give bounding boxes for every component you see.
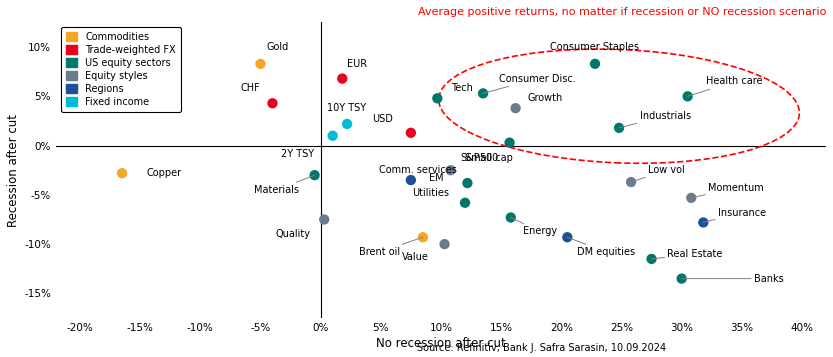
Point	[625, 179, 638, 185]
Point	[685, 195, 698, 201]
Text: Insurance: Insurance	[703, 207, 766, 222]
Point	[431, 95, 444, 101]
Point	[675, 276, 688, 281]
Text: Consumer Disc.: Consumer Disc.	[483, 74, 576, 94]
Point	[681, 94, 695, 99]
Point	[444, 167, 457, 173]
Text: CHF: CHF	[241, 84, 261, 94]
Y-axis label: Recession after cut: Recession after cut	[7, 114, 20, 227]
Point	[416, 235, 430, 240]
Point	[116, 170, 129, 176]
Text: Brent oil: Brent oil	[359, 237, 423, 257]
Text: Materials: Materials	[254, 175, 315, 195]
Text: Consumer Staples: Consumer Staples	[551, 42, 640, 52]
Text: Momentum: Momentum	[691, 183, 764, 198]
Text: Health care: Health care	[688, 76, 762, 96]
Legend: Commodities, Trade-weighted FX, US equity sectors, Equity styles, Regions, Fixed: Commodities, Trade-weighted FX, US equit…	[61, 27, 181, 112]
Text: DM equities: DM equities	[567, 237, 635, 257]
Text: Growth: Growth	[527, 93, 563, 103]
Point	[308, 172, 322, 178]
Text: Low vol: Low vol	[631, 165, 685, 182]
Point	[341, 121, 354, 127]
Point	[317, 217, 331, 222]
Text: 10Y TSY: 10Y TSY	[327, 103, 366, 113]
Point	[266, 100, 279, 106]
Point	[612, 125, 626, 131]
Point	[404, 177, 417, 183]
Text: Banks: Banks	[681, 273, 784, 283]
Text: Utilities: Utilities	[412, 188, 449, 198]
Text: Real Estate: Real Estate	[651, 249, 722, 259]
Point	[254, 61, 267, 67]
Text: Energy: Energy	[511, 217, 557, 236]
Text: Copper: Copper	[146, 168, 182, 178]
Point	[326, 133, 339, 139]
Text: Gold: Gold	[267, 42, 289, 52]
Point	[461, 180, 474, 186]
Text: USD: USD	[372, 114, 393, 124]
Point	[458, 200, 471, 206]
Point	[336, 76, 349, 81]
Point	[438, 241, 451, 247]
Text: Value: Value	[402, 252, 429, 262]
Text: Average positive returns, no matter if recession or NO recession scenario: Average positive returns, no matter if r…	[417, 6, 826, 16]
Text: Source: Refinitiv, Bank J. Safra Sarasin, 10.09.2024: Source: Refinitiv, Bank J. Safra Sarasin…	[416, 343, 666, 353]
Point	[476, 91, 490, 96]
Point	[561, 235, 574, 240]
Point	[645, 256, 658, 262]
Text: 2Y TSY: 2Y TSY	[282, 149, 315, 159]
Point	[503, 140, 516, 146]
Point	[404, 130, 417, 136]
Text: Comm. services: Comm. services	[379, 165, 456, 175]
Text: S&P500: S&P500	[461, 154, 499, 164]
Point	[509, 105, 522, 111]
Text: EM: EM	[429, 173, 443, 183]
Point	[504, 215, 517, 220]
X-axis label: No recession after cut: No recession after cut	[376, 337, 506, 350]
Text: Tech: Tech	[451, 84, 472, 94]
Text: Quality: Quality	[276, 229, 311, 239]
Text: Industrials: Industrials	[619, 111, 691, 128]
Text: EUR: EUR	[347, 59, 367, 69]
Text: Small cap: Small cap	[465, 154, 513, 164]
Point	[696, 220, 710, 225]
Point	[588, 61, 601, 67]
